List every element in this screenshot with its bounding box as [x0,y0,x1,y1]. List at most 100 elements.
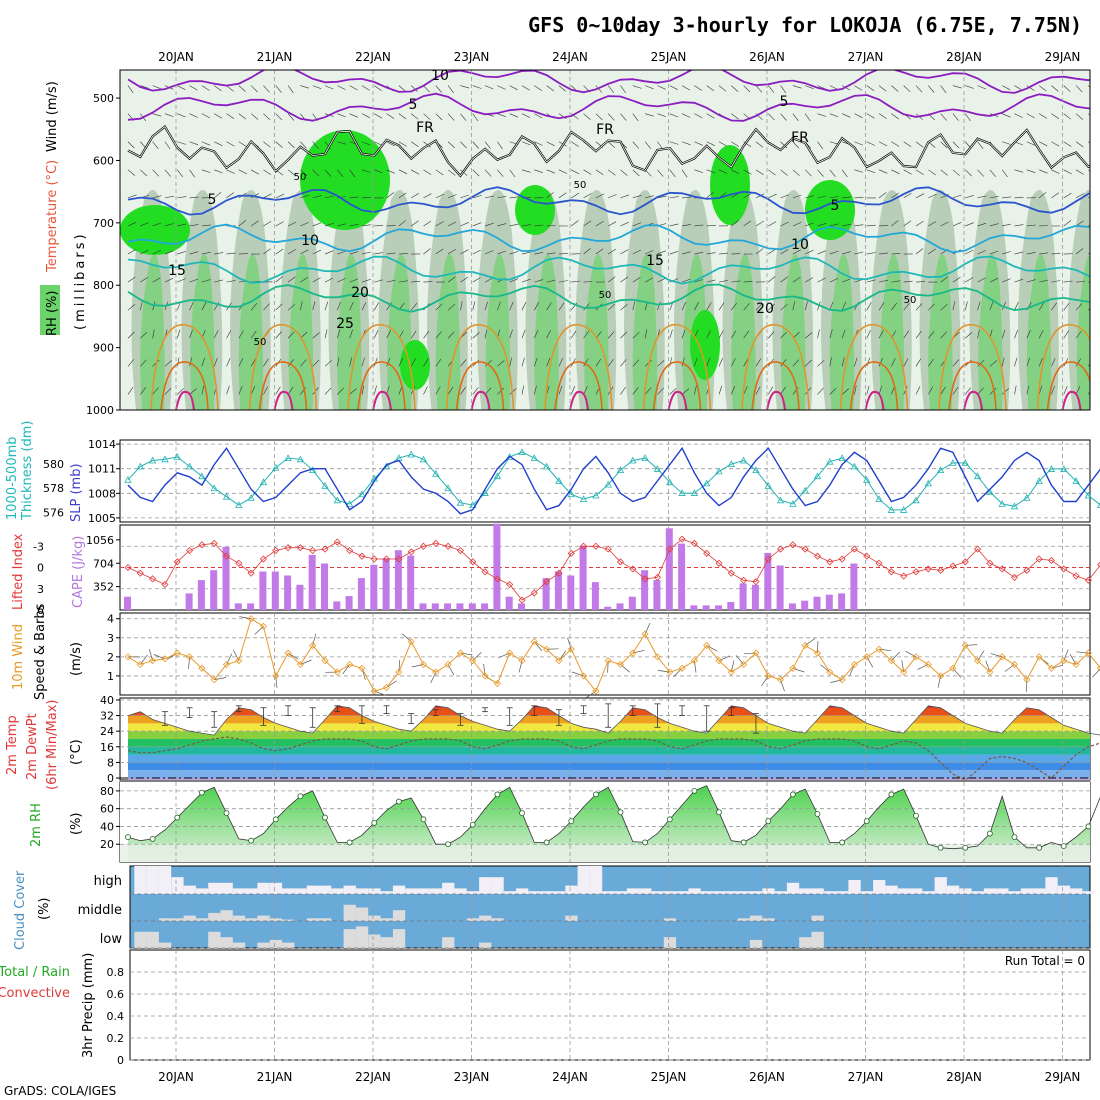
wind-barb [484,250,494,255]
wind-barb [177,251,186,255]
wind-barb [472,277,481,283]
wind-barb [1026,329,1031,339]
wind-barb [226,192,234,199]
wind-speed-marker [469,657,477,665]
wind-barb [681,329,686,339]
cape-bar [702,605,710,610]
thickness-marker [419,455,428,463]
isotherm-line [127,126,1090,177]
wind-barb [374,224,384,227]
cape-bar [838,593,846,610]
rh-shading [337,254,362,410]
cloud-bar [922,891,935,894]
wind-barb [570,385,576,395]
wind-barb [620,304,628,311]
wind-barb [595,169,604,176]
wind-speed-marker [912,653,920,661]
wind-barb [682,196,692,199]
temp-panel: 0 8 16 24 32 40 2m Temp 2m DewPt (6hr Min/Max… [5,694,1100,790]
wind-barb [644,387,652,395]
wind-barb [213,330,219,339]
contour-label: 15 [168,263,186,279]
wind-barb [901,660,905,673]
contour-label: 5 [780,94,789,110]
lifted-index-marker [222,552,231,560]
wind-barb [386,169,395,174]
wind-barb [275,193,285,199]
wind-barb [952,194,962,199]
wind-barb [300,194,309,199]
wind-ylabel-2: Speed & Barbs [33,603,48,700]
wind-barb [127,304,136,311]
lifted-index-marker [333,538,341,546]
wind-barb [780,221,789,227]
wind-barb [940,85,947,93]
wind-barb [521,278,531,283]
cloud-bar [639,888,652,894]
wind-barb [337,250,346,255]
lifted-index-marker [419,542,428,550]
cloud-bar [319,918,332,921]
cape-bar [788,603,796,610]
wind-barb [1014,197,1024,199]
wind-barb [497,85,506,90]
wind-barb [312,359,320,367]
wind-barb [189,357,193,367]
thickness-marker [247,494,255,501]
lifted-index-marker [678,535,686,543]
wind-barb [1075,193,1085,199]
wind-barb [410,358,416,367]
tick-label: 60 [100,803,114,816]
thickness-marker [715,467,723,475]
thickness-marker [284,454,292,461]
wind-barb [694,113,703,119]
wind-barb [177,141,186,145]
wind-barb [349,301,354,311]
wind-barb [1038,192,1047,199]
wind-barb [152,113,162,117]
wind-barb [312,301,316,311]
wind-barb [669,169,676,178]
wind-barb [349,196,359,199]
wind-barb [460,222,469,227]
lifted-index-line [127,538,1100,601]
wind-barb [558,302,565,311]
cloud-bar [355,888,369,894]
wind-barb [1051,385,1055,395]
wind-barb [472,301,476,311]
contour-label: 5 [208,192,217,208]
cloud-bar [663,918,677,921]
tick-label: 0.6 [107,988,125,1001]
wind-barb [263,113,271,121]
cloud-bar [183,915,196,921]
wind-barb [583,248,591,255]
lifted-index-marker [173,558,181,566]
wind-barb [620,194,630,199]
cloud-bar [245,888,258,894]
wind-barb [915,386,921,395]
rh-shading [485,254,511,410]
temp-ylabel-1: 2m Temp [5,715,20,775]
contour-label: FR [416,120,434,136]
wind-barb [275,113,283,121]
wind-barb [521,169,531,173]
cloud-ylabel: Cloud Cover [13,870,28,950]
wind-speed-marker [222,660,231,669]
wind-barb [275,141,283,148]
wind-barb [768,85,775,93]
cloud-bar [811,931,824,948]
wind-barb [177,388,185,395]
wind-barb [177,223,187,227]
wind-barb [706,169,716,174]
thickness-marker [469,501,477,509]
wind-barb [460,652,473,656]
wind-speed-marker [161,655,169,663]
wind-speed-marker [247,615,255,623]
thickness-marker [161,455,169,463]
wind-barb [484,85,494,90]
cape-bar [813,596,821,610]
wind-barb [792,194,802,199]
total-rain-label: Total / Rain [0,965,70,980]
isotherm-arch [849,361,899,410]
